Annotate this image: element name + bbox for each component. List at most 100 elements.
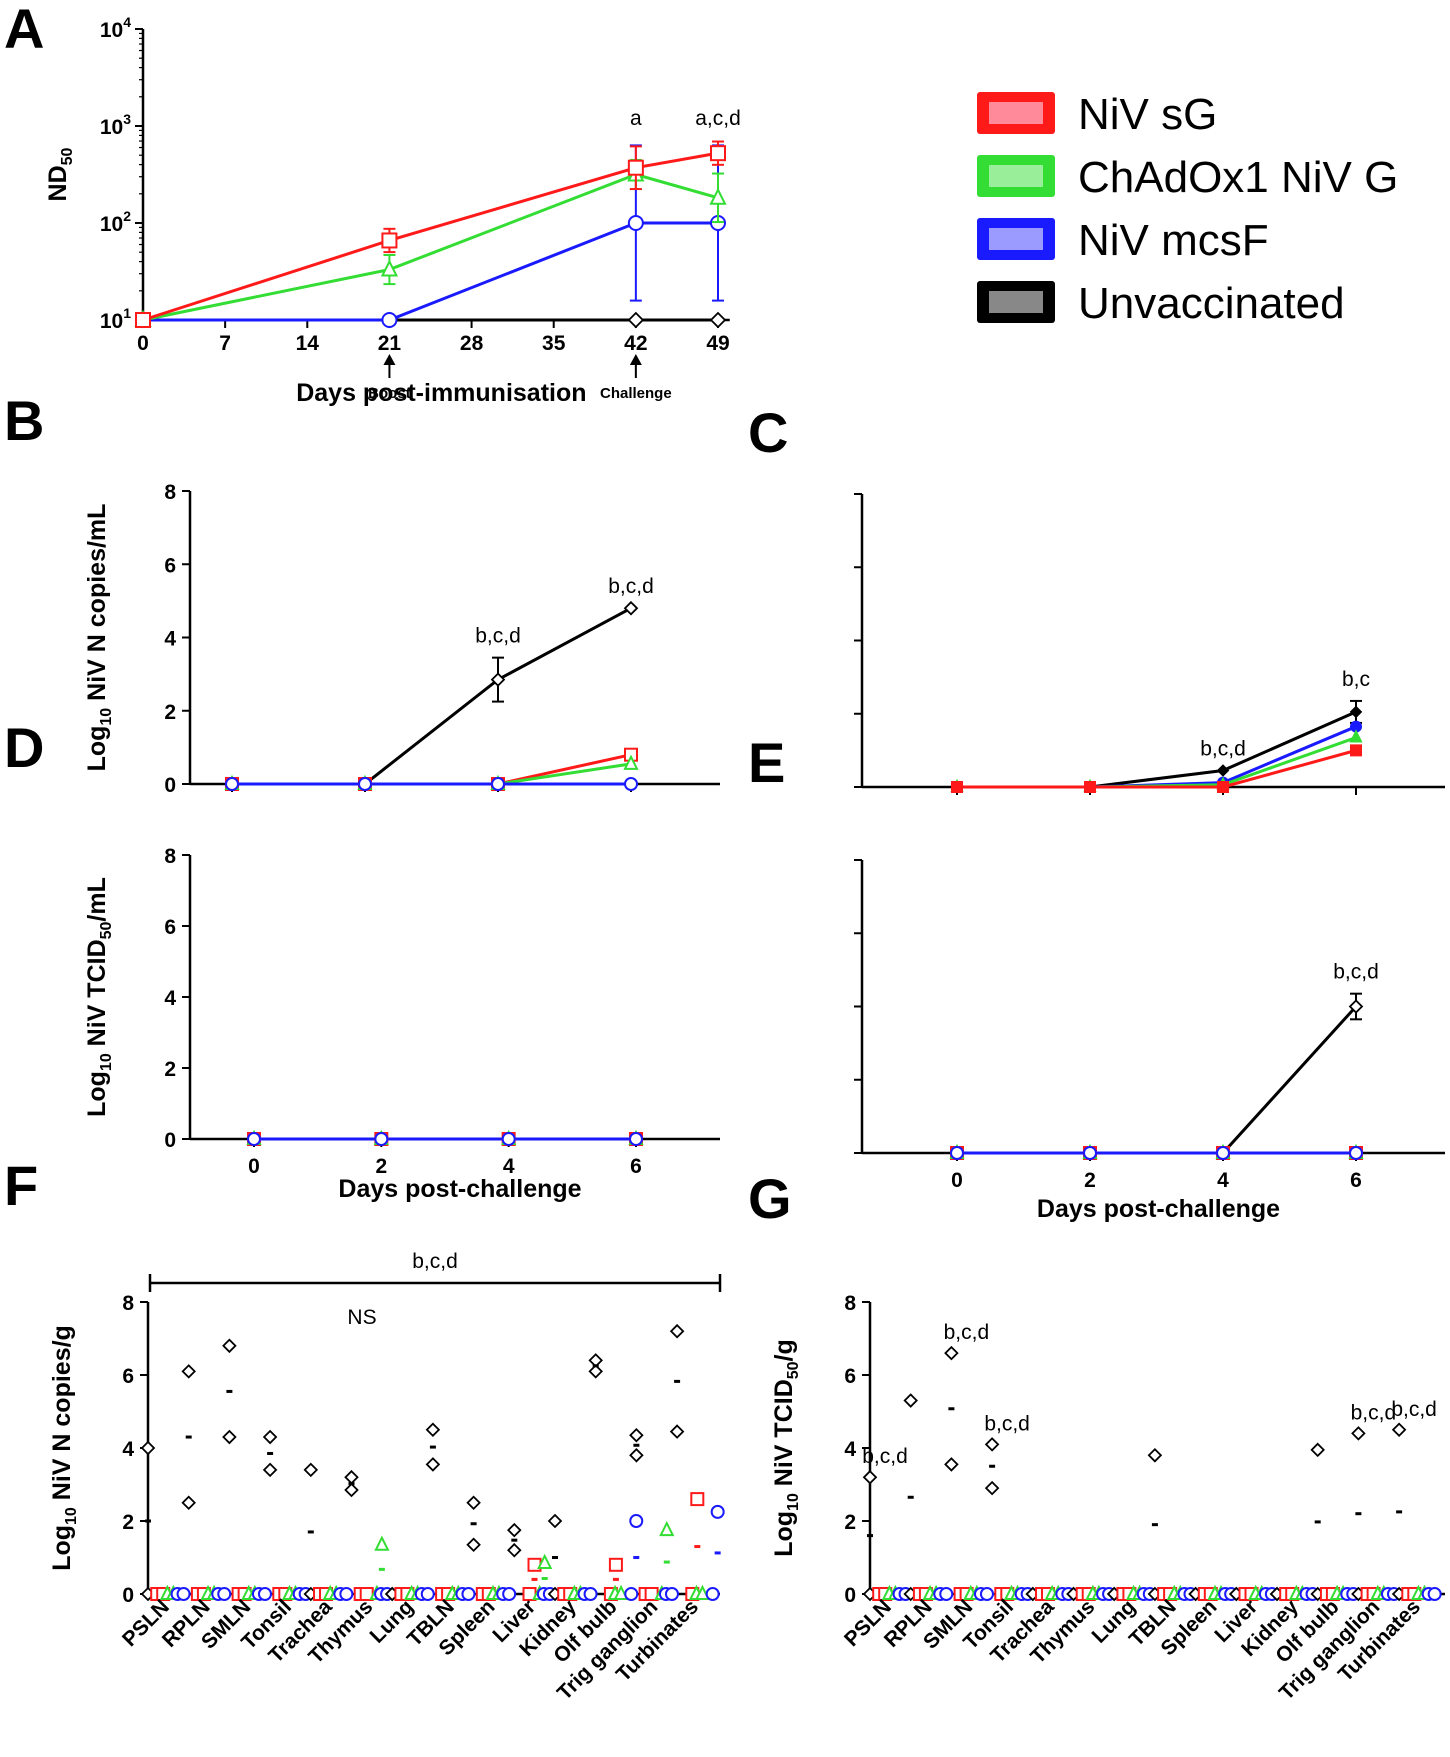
panel-y-tick-label: 0 — [164, 774, 176, 797]
panel-point-sG — [1084, 781, 1096, 793]
ylabel-log: Log — [83, 726, 111, 772]
category-trig-ganglion — [1351, 1426, 1401, 1602]
panel-a-x-tick-label: 49 — [706, 332, 729, 355]
category-turbinates — [1391, 1422, 1442, 1602]
bracket-label: b,c,d — [412, 1250, 458, 1273]
category-liver — [507, 1522, 557, 1601]
panel-label-A: A — [4, 0, 44, 60]
category-olf-bulb — [1310, 1442, 1361, 1602]
panel-y-axis-label: Log10 NiV TCID50/mL — [83, 877, 115, 1117]
panel-y-tick-label: 2 — [122, 1511, 134, 1534]
category-lung — [384, 1584, 435, 1602]
tissue-point-unvac — [425, 1457, 441, 1472]
panel-y-tick-label: 4 — [164, 987, 176, 1010]
ylabel-end: /mL — [83, 877, 111, 921]
panel-point-unvac — [1216, 764, 1230, 777]
category-trachea — [303, 1462, 354, 1602]
ylabel-end: /g — [770, 1339, 798, 1361]
panel-a-y-tick-label: 101 — [100, 305, 131, 333]
tissue-point-unvac — [903, 1393, 918, 1408]
panel-a-y-axis-label: ND50 — [44, 147, 76, 201]
panel-point-mcsF — [225, 777, 239, 791]
category-spleen — [466, 1495, 517, 1601]
category-tbln — [1147, 1448, 1198, 1602]
tissue-point-mcsF — [939, 1587, 954, 1601]
panel-x-tick-label: 2 — [1084, 1169, 1096, 1192]
ylabel-base: ND — [44, 165, 72, 201]
panel-point-chad — [623, 754, 639, 770]
panel-x-tick-label: 0 — [951, 1169, 963, 1192]
tissue-point-unvac — [669, 1323, 685, 1339]
arrowhead-boost — [383, 354, 396, 365]
panel-point-mcsF — [950, 1146, 964, 1160]
tissue-point-mcsF — [979, 1587, 994, 1601]
panel-a-x-tick-label: 0 — [137, 332, 149, 355]
category-tonsil — [984, 1437, 1035, 1601]
ylabel-sub: 10 — [98, 1053, 115, 1071]
panel-annotation: b,c,d — [1200, 738, 1246, 761]
tissue-point-unvac — [984, 1437, 1000, 1452]
ylabel-sub2: 50 — [785, 1361, 802, 1379]
category-kidney — [547, 1513, 598, 1602]
legend-item-unvac: Unvaccinated — [977, 279, 1345, 328]
panel-a-y-tick-label: 103 — [100, 111, 131, 139]
tissue-point-mcsF — [339, 1587, 354, 1601]
legend-item-mcsF: NiV mcsF — [977, 216, 1269, 265]
tissue-point-mcsF — [705, 1587, 720, 1601]
tissue-point-unvac — [588, 1364, 603, 1379]
tissue-point-unvac — [262, 1429, 278, 1445]
tissue-point-mcsF — [583, 1587, 598, 1601]
tissue-point-chad — [659, 1520, 675, 1537]
panel-annotation: b,c,d — [862, 1445, 908, 1468]
tissue-point-unvac — [944, 1345, 959, 1361]
panel-annotation: b,c — [1342, 668, 1370, 691]
tissue-point-mcsF — [176, 1587, 191, 1601]
category-psln — [140, 1440, 191, 1602]
tissue-point-unvac — [1351, 1426, 1366, 1441]
category-spleen — [1188, 1584, 1239, 1602]
panel-a-x-axis-label: Days post-immunisation — [296, 379, 586, 407]
tissue-point-unvac — [984, 1480, 1000, 1496]
tissue-point-unvac — [262, 1462, 278, 1478]
tissue-point-mcsF — [710, 1504, 725, 1519]
panel-label-C: C — [748, 401, 788, 464]
category-rpln — [181, 1364, 232, 1601]
ylabel-sub: 10 — [785, 1493, 802, 1511]
panel-point-sG — [951, 781, 963, 793]
legend-swatch-fill — [989, 291, 1043, 313]
panel-annotation: b,c,d — [984, 1412, 1030, 1435]
y-tick-exp: 3 — [123, 111, 131, 127]
ylabel-sub2: 50 — [98, 921, 115, 939]
panel-annotation: b,c,d — [608, 575, 654, 598]
tissue-point-unvac — [303, 1462, 319, 1478]
panel-y-axis-label: Log10 NiV N copies/mL — [83, 504, 115, 772]
tissue-point-unvac — [944, 1457, 959, 1472]
panel-point-sG — [1217, 781, 1229, 793]
tissue-point-unvac — [466, 1495, 481, 1511]
panel-point-mcsF — [501, 1132, 516, 1146]
panel-x-tick-label: 4 — [503, 1155, 515, 1178]
category-tonsil — [262, 1429, 313, 1601]
panel-point-mcsF — [374, 1132, 389, 1146]
panel-annotation: b,c,d — [1333, 961, 1379, 984]
tissue-point-chad — [374, 1535, 390, 1551]
legend-swatch-fill — [989, 228, 1043, 250]
panel-y-tick-label: 4 — [844, 1438, 856, 1461]
panel-x-tick-label: 4 — [1217, 1169, 1229, 1192]
panel-y-tick-label: 8 — [844, 1292, 856, 1315]
panel-y-tick-label: 0 — [122, 1584, 134, 1607]
panel-d: 0 2 4 6 8 0 2 4 6 Days post-challenge Log10 NiV TC… — [83, 845, 720, 1203]
category-turbinates — [669, 1323, 725, 1601]
tissue-point-unvac — [466, 1537, 481, 1552]
panel-point-mcsF — [247, 1132, 261, 1146]
panel-y-tick-label: 8 — [122, 1292, 134, 1315]
panel-a-point-sG — [627, 159, 644, 176]
tissue-point-unvac — [1147, 1448, 1163, 1463]
tissue-point-sG — [608, 1557, 623, 1572]
panel-a-annotation: a,c,d — [695, 107, 741, 130]
panel-a-point-chad — [709, 187, 727, 205]
ylabel-sub: 50 — [59, 147, 76, 165]
panel-line-sG — [957, 748, 1357, 789]
